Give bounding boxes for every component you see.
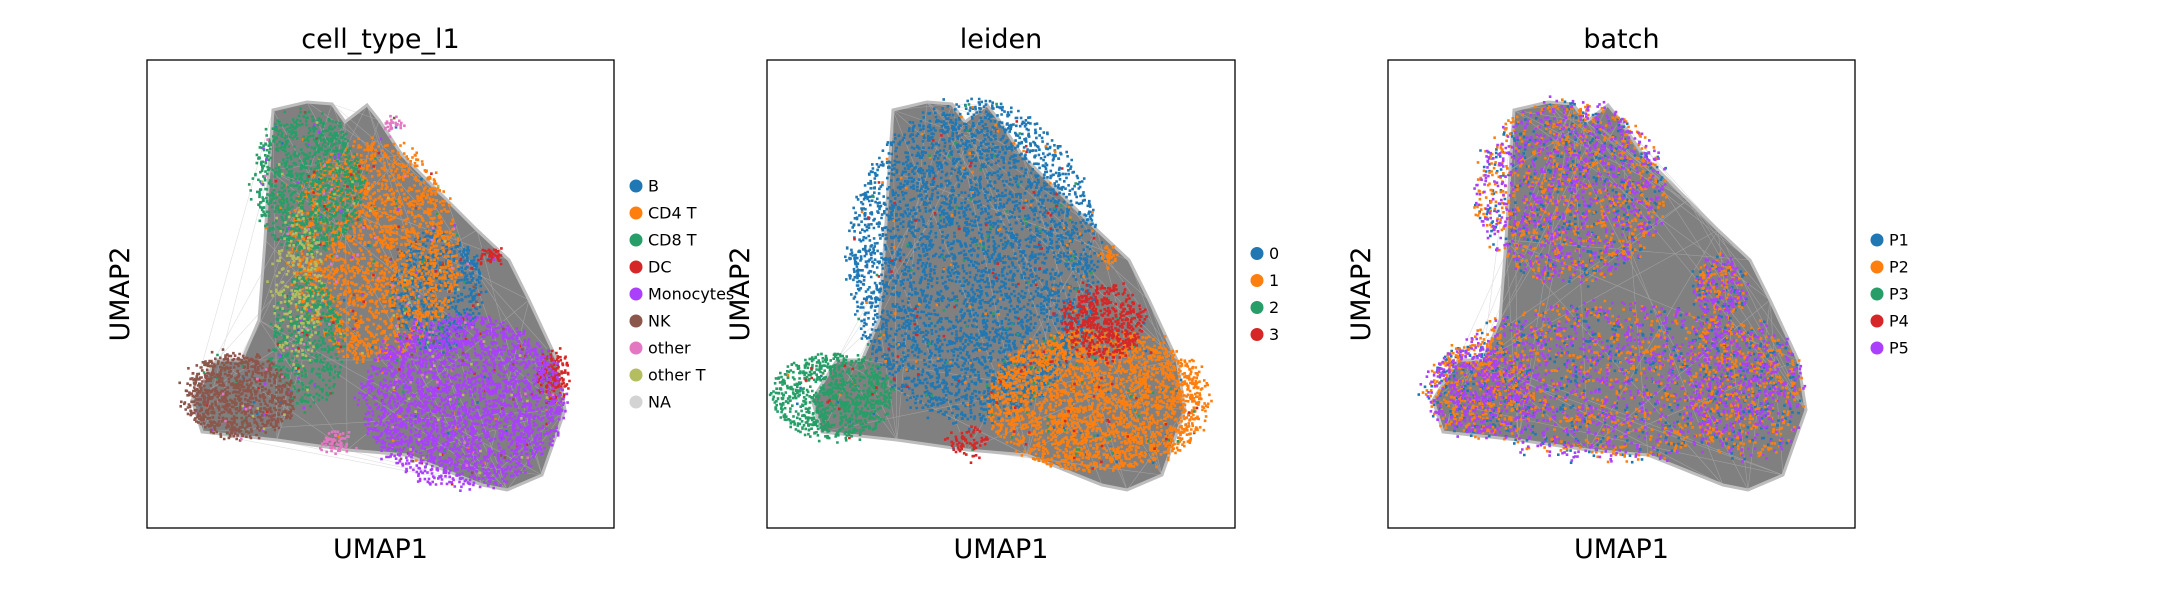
legend: P1 P2 P3 P4 P5 [1870,231,1909,358]
legend-marker [629,395,643,409]
legend-marker [1250,301,1264,314]
legend-label: P1 [1889,231,1909,250]
points-monocytes [195,123,569,493]
scatter-points [1417,95,1808,492]
points-cd4-t [264,136,559,466]
axes-frame [1387,59,1856,529]
legend-label: 2 [1269,298,1279,317]
legend-marker [629,287,643,301]
y-axis-label: UMAP2 [105,247,136,342]
legend-marker [1250,274,1264,287]
points-0 [785,97,1196,465]
legend-marker [629,368,643,382]
legend-marker [629,260,643,274]
y-axis-label: UMAP2 [725,247,756,342]
legend-label: DC [648,258,672,277]
legend-label: NA [648,393,671,412]
legend-marker [1870,260,1884,274]
points-2 [768,102,1196,456]
legend-label: 3 [1269,325,1279,344]
legend-marker [629,233,643,247]
legend-label: P3 [1889,285,1909,304]
legend-label: CD8 T [648,231,697,250]
legend-label: other [648,339,691,358]
x-axis-label: UMAP1 [954,534,1049,565]
panel-title: batch [1583,24,1659,55]
axes-frame [146,59,615,529]
legend-label: 1 [1269,271,1279,290]
legend: 0 1 2 3 [1250,244,1279,344]
umap-plot: cell_type_l1 UMAP1 UMAP2 B CD4 T CD8 T DC Monoc… [105,24,734,565]
legend-marker [1870,314,1884,328]
legend-marker [1250,247,1264,260]
points-p5 [1419,95,1807,463]
scatter-points [768,97,1213,492]
legend-label: Monocytes [648,285,734,304]
umap-plot: leiden UMAP1 UMAP2 0 1 2 3 [725,24,1279,565]
legend-marker [629,206,643,220]
x-axis-label: UMAP1 [1574,534,1669,565]
scatter-points [178,100,571,493]
legend-marker [1870,233,1884,247]
y-axis-label: UMAP2 [1346,247,1377,342]
points-1 [786,105,1213,474]
legend-label: B [648,177,659,196]
panel-title: cell_type_l1 [301,24,459,55]
umap-plot: batch UMAP1 UMAP2 P1 P2 P3 P4 P5 [1346,24,1909,565]
legend-marker [629,341,643,355]
legend-label: P5 [1889,339,1909,358]
legend-marker [629,179,643,193]
points-p2 [1421,98,1805,464]
axes-frame [766,59,1236,529]
legend: B CD4 T CD8 T DC Monocytes NK other other T NA [629,177,734,412]
legend-marker [629,314,643,328]
legend-marker [1870,341,1884,355]
legend-marker [1870,287,1884,301]
x-axis-label: UMAP1 [333,534,428,565]
legend-label: 0 [1269,244,1279,263]
panel-title: leiden [960,24,1042,55]
points-3 [804,120,1199,470]
legend-label: CD4 T [648,204,697,223]
legend-label: other T [648,366,706,385]
legend-marker [1250,328,1264,341]
legend-label: NK [648,312,671,331]
legend-label: P4 [1889,312,1909,331]
legend-label: P2 [1889,258,1909,277]
